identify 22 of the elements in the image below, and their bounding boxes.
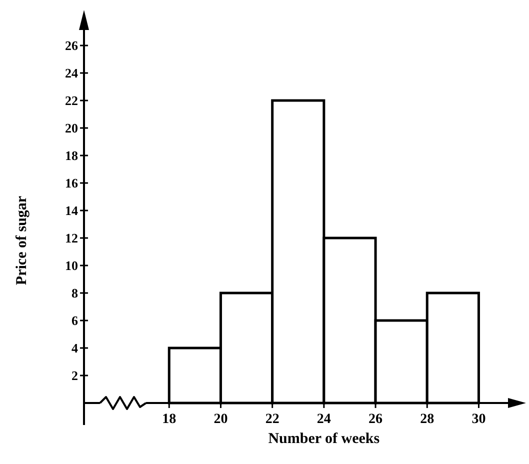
y-axis-title: Price of sugar xyxy=(14,196,30,286)
y-tick-label: 2 xyxy=(72,368,78,384)
y-tick-label: 8 xyxy=(72,286,78,301)
y-tick-label: 12 xyxy=(65,230,78,246)
y-tick-label: 4 xyxy=(72,340,78,356)
x-axis-title: Number of weeks xyxy=(268,431,380,447)
y-tick-label: 18 xyxy=(65,148,78,164)
y-tick-label: 16 xyxy=(65,176,78,191)
x-tick-label: 22 xyxy=(265,412,280,427)
y-tick-label: 26 xyxy=(65,38,78,54)
y-tick-label: 20 xyxy=(65,120,78,136)
y-tick-label: 22 xyxy=(65,93,78,108)
y-tick-label: 10 xyxy=(65,258,78,274)
x-tick-label: 26 xyxy=(368,412,383,427)
x-tick-label: 28 xyxy=(420,412,434,427)
y-tick-label: 14 xyxy=(65,203,78,218)
y-tick-label: 24 xyxy=(65,66,78,81)
y-tick-label: 6 xyxy=(72,313,78,328)
x-tick-label: 30 xyxy=(472,412,486,427)
x-tick-label: 20 xyxy=(214,412,228,427)
x-tick-label: 24 xyxy=(316,412,331,427)
x-tick-label: 18 xyxy=(162,412,176,427)
